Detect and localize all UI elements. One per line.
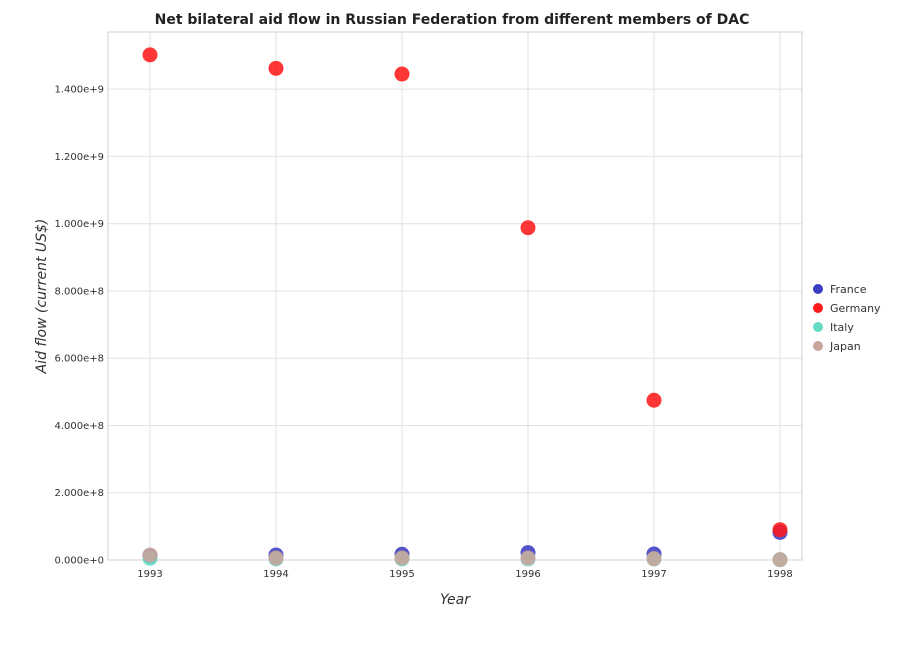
x-tick-label: 1993	[137, 569, 162, 580]
germany-point	[268, 60, 284, 76]
y-tick-label: 1.400e+9	[54, 85, 104, 96]
y-tick-label: 0.000e+0	[54, 556, 104, 567]
chart-title: Net bilateral aid flow in Russian Federa…	[155, 12, 750, 28]
germany-point	[520, 220, 536, 236]
plot-area	[107, 31, 803, 561]
y-tick-label: 1.000e+9	[54, 219, 104, 230]
legend-label-germany: Germany	[830, 302, 881, 315]
legend-marker-france	[813, 284, 823, 294]
y-axis-title: Aid flow (current US$)	[34, 219, 50, 375]
x-tick-label: 1998	[767, 569, 792, 580]
japan-point	[394, 550, 410, 566]
legend-label-japan: Japan	[829, 340, 861, 353]
legend: France Germany Italy Japan	[813, 283, 881, 353]
legend-marker-germany	[813, 303, 823, 313]
x-tick-label: 1997	[641, 569, 666, 580]
axis-ticks: 0.000e+0 2.000e+8 4.000e+8 6.000e+8 8.000e+8…	[54, 85, 792, 580]
japan-point	[268, 550, 284, 566]
legend-marker-italy	[813, 322, 823, 332]
x-tick-label: 1994	[263, 569, 288, 580]
y-tick-label: 8.000e+8	[54, 286, 104, 297]
legend-label-france: France	[830, 283, 867, 296]
germany-point	[772, 522, 788, 538]
y-tick-label: 6.000e+8	[54, 354, 104, 365]
data-points	[142, 47, 788, 568]
japan-point	[142, 547, 158, 563]
y-tick-label: 1.200e+9	[54, 152, 104, 163]
x-tick-label: 1995	[389, 569, 414, 580]
japan-point	[520, 550, 536, 566]
x-tick-label: 1996	[515, 569, 540, 580]
japan-point	[772, 552, 788, 568]
grid	[108, 32, 802, 561]
germany-point	[142, 47, 158, 63]
x-axis-title: Year	[440, 592, 471, 608]
germany-point	[394, 66, 410, 82]
legend-marker-japan	[813, 341, 823, 351]
germany-point	[646, 392, 662, 408]
y-tick-label: 4.000e+8	[54, 421, 104, 432]
japan-point	[646, 551, 662, 567]
legend-label-italy: Italy	[830, 321, 854, 334]
y-tick-label: 2.000e+8	[54, 488, 104, 499]
